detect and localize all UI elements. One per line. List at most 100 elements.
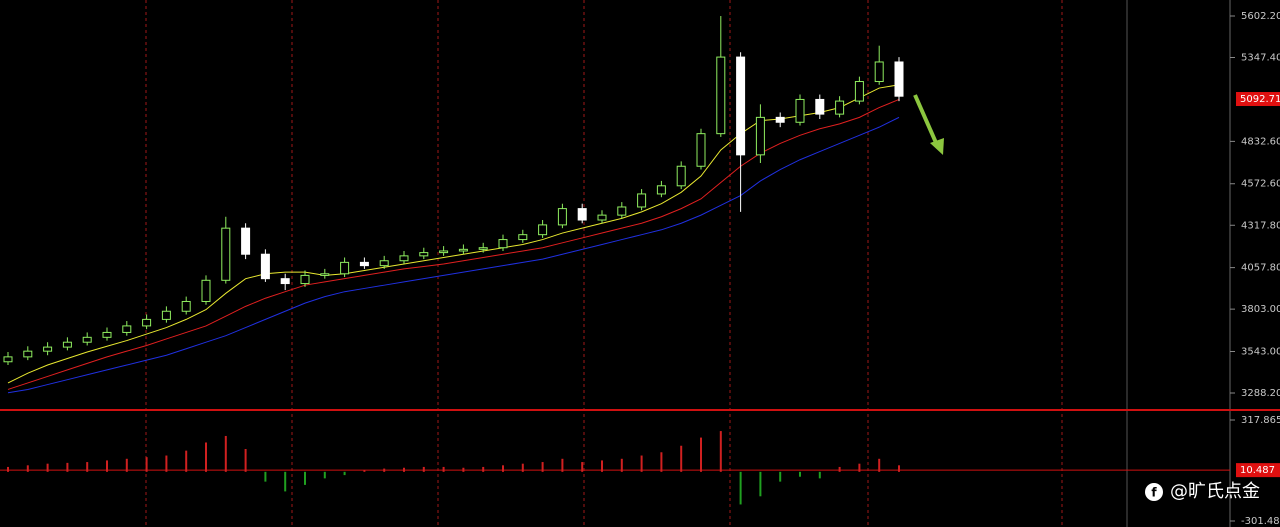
histogram-bar [343,471,346,476]
current-value-label: 10.487 [1240,465,1275,476]
candle-body [696,133,706,167]
histogram-bar [502,465,504,472]
candle-body [3,356,13,363]
candle-body [538,224,548,236]
histogram-bar [759,471,762,497]
candle-body [458,248,468,252]
histogram-bar [700,437,702,472]
histogram-bar [244,449,247,472]
histogram-bar [383,468,386,472]
histogram-bar [660,452,663,472]
candle-body [577,208,587,221]
ma-line [7,84,900,384]
current-value-box [1236,92,1280,107]
candle-body [43,346,53,352]
ma-line [7,98,900,390]
histogram-bar [165,455,168,472]
candle-body [23,350,33,358]
y-tick-label: 3543.00 [1241,346,1280,357]
histogram-bar [7,466,9,472]
watermark: @旷氏点金 [1170,481,1260,502]
candle-body [359,261,369,267]
y-tick-label: -301.48 [1241,516,1280,527]
y-tick-label: 4057.80 [1241,263,1280,274]
histogram-bar [224,435,227,472]
candle-body [340,261,350,275]
candle-body [795,98,805,123]
histogram-bar [680,445,683,472]
histogram-bar [561,458,564,472]
y-tick-label: 4572.60 [1241,179,1280,190]
candle-body [676,165,686,187]
candle-body [280,278,290,285]
histogram-bar [719,431,722,472]
histogram-bar [462,467,465,472]
candle-body [82,336,92,343]
histogram-bar [898,465,900,472]
candle-body [716,56,726,135]
candle-body [637,193,647,208]
candle-body [498,239,508,249]
histogram-bar [581,462,584,472]
candle-body [161,310,171,320]
candle-body [815,98,825,115]
candle-body [656,185,666,195]
candle-body [557,208,567,226]
histogram-bar [422,466,425,472]
histogram-bar [26,465,29,472]
candle-body [874,61,884,83]
histogram-bar [304,471,306,485]
candle-body [62,341,72,348]
candle-body [597,214,607,221]
current-value-box [1236,463,1280,478]
y-tick-label: 3803.00 [1241,304,1280,315]
histogram-bar [264,471,267,482]
histogram-bar [442,466,445,472]
svg-text:f: f [1151,486,1157,500]
y-tick-label: 317.865 [1241,415,1280,426]
histogram-bar [779,471,782,482]
histogram-bar [799,471,801,477]
histogram-bar [403,467,405,472]
candle-body [320,273,330,276]
histogram-bar [482,466,485,472]
v-grid [145,0,1063,527]
candle-body [181,300,191,312]
histogram-bar [640,455,643,472]
histogram-bar [541,462,544,472]
candle-body [736,56,746,156]
candle-body [399,255,409,262]
candle-body [241,227,251,255]
histogram-bar [601,460,603,472]
watermark-logo: f [1145,483,1163,501]
candle-body [122,325,132,333]
histogram-bar [66,462,69,472]
y-tick-label: 5347.40 [1241,53,1280,64]
current-value-label: 5092.71 [1240,94,1280,105]
candle-body [775,116,785,123]
candle-body [439,250,449,254]
histogram-bar [284,471,287,492]
arrow-head [930,138,944,155]
candle-body [835,100,845,115]
candle-body [755,116,765,156]
histogram-bar [878,458,881,472]
histogram-bar [739,471,742,505]
histogram-bar [106,460,108,472]
candle-body [260,253,270,280]
histogram-bar [521,463,524,472]
y-tick-label: 4832.60 [1241,136,1280,147]
histogram-bar [145,457,148,472]
histogram-bar [620,458,623,472]
histogram-bar [363,470,366,472]
candle-body [617,206,627,216]
candle-body [102,331,112,338]
candle-body [478,247,488,250]
candle-body [379,260,389,267]
histogram-bar [858,463,861,472]
candle-body [854,81,864,102]
arrow [913,94,939,146]
histogram-bar [125,458,128,472]
